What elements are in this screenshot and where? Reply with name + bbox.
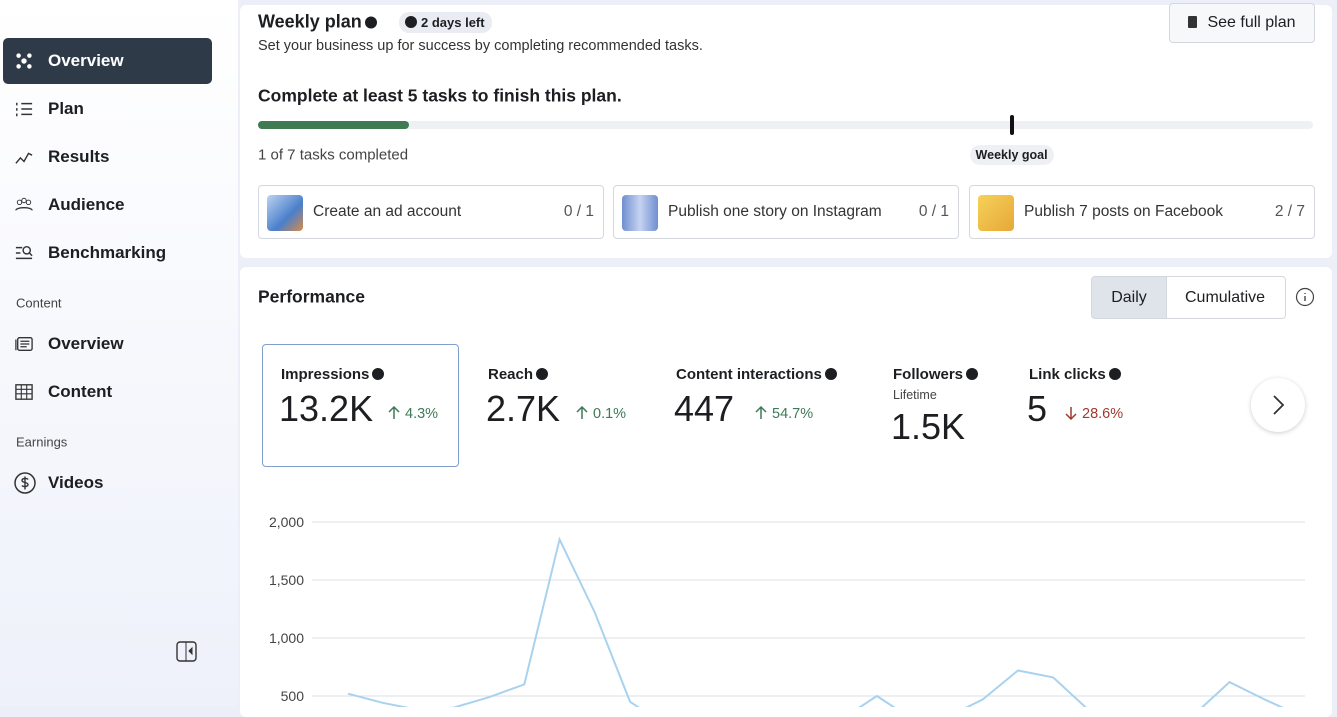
metric-change: 0.1% <box>576 405 627 422</box>
change-text: 54.7% <box>772 406 814 422</box>
goal-label: Weekly goal <box>969 145 1054 165</box>
section-title: Content <box>16 295 62 311</box>
badge: 2 days left <box>399 12 492 33</box>
trend-arrow <box>576 405 588 419</box>
progress-text: 1 of 7 tasks completed <box>258 146 409 164</box>
metric-sublabel: Lifetime <box>893 388 937 402</box>
icon <box>1188 16 1198 28</box>
metric-selected[interactable] <box>262 344 459 467</box>
info-icon[interactable] <box>536 368 549 380</box>
task-progress: 0 / 1 <box>918 203 949 220</box>
icon <box>16 53 32 69</box>
toggle-button[interactable]: Daily <box>1091 276 1167 319</box>
task-icon <box>622 195 658 231</box>
change-text: 0.1% <box>593 406 627 422</box>
task[interactable]: Publish one story on Instagram 0 / 1 <box>613 185 959 239</box>
nav-item[interactable]: Overview <box>48 334 124 353</box>
section-title: Performance <box>258 286 365 307</box>
metric-label: Impressions <box>281 366 385 384</box>
y-tick-label: 500 <box>281 688 305 704</box>
y-tick-label: 1,000 <box>269 630 304 646</box>
change-text: 4.3% <box>405 406 439 422</box>
metric-label-text: Reach <box>488 366 534 383</box>
task-label: Create an ad account <box>313 203 462 220</box>
icon <box>15 337 33 351</box>
info-icon[interactable] <box>372 368 385 380</box>
metric-value: 13.2K <box>279 388 374 429</box>
subtitle: Set your business up for success by comp… <box>258 38 703 54</box>
task[interactable]: Create an ad account 0 / 1 <box>258 185 604 239</box>
nav-item[interactable]: Videos <box>48 473 104 492</box>
title-text: Weekly plan <box>258 11 362 32</box>
metric-value: 5 <box>1027 388 1048 429</box>
y-tick-label: 1,500 <box>269 572 304 588</box>
task-progress: 0 / 1 <box>563 203 594 220</box>
clock-icon <box>405 16 417 28</box>
trend-arrow <box>755 405 767 419</box>
metric-value: 447 <box>674 388 735 429</box>
chevron <box>1273 395 1285 415</box>
goal-text: Complete at least 5 tasks to finish this… <box>258 85 622 106</box>
next-button[interactable] <box>1251 378 1305 432</box>
goal-marker <box>1009 115 1014 135</box>
task[interactable]: Publish 7 posts on Facebook 2 / 7 <box>969 185 1315 239</box>
icon <box>16 102 33 117</box>
sidebar: Overview Plan Results Audience Benchmark… <box>0 0 238 707</box>
metric-label-text: Content interactions <box>676 366 822 383</box>
info-icon[interactable] <box>1295 287 1315 307</box>
active-item[interactable] <box>3 38 212 84</box>
metric-value: 1.5K <box>891 406 966 447</box>
metric-label-text: Link clicks <box>1029 366 1106 383</box>
info-icon[interactable] <box>966 368 979 380</box>
nav-item[interactable]: Content <box>48 382 113 401</box>
section-title: Earnings <box>16 434 68 450</box>
info-icon[interactable] <box>1108 368 1121 380</box>
see-full-plan-button[interactable]: See full plan <box>1169 3 1315 43</box>
metric-change: 4.3% <box>388 405 439 422</box>
button-text: See full plan <box>1207 14 1296 31</box>
metric-label: Content interactions <box>676 366 837 384</box>
toggle-button[interactable]: Cumulative <box>1165 276 1286 319</box>
metric-label: Link clicks <box>1029 366 1121 384</box>
info-icon[interactable] <box>824 368 837 380</box>
y-tick-label: 2,000 <box>269 514 304 530</box>
task-label: Publish 7 posts on Facebook <box>1024 203 1224 220</box>
nav-item[interactable]: Benchmarking <box>48 243 167 262</box>
progress-fill <box>258 121 409 129</box>
progress-track <box>258 115 1313 135</box>
icon <box>14 472 36 494</box>
performance-card <box>240 267 1332 717</box>
task-label: Publish one story on Instagram <box>668 203 882 220</box>
nav-item[interactable]: Overview <box>48 51 124 70</box>
line <box>347 536 1284 707</box>
nav-item[interactable]: Results <box>48 147 110 166</box>
metric-value: 2.7K <box>486 388 561 429</box>
icon <box>15 384 33 400</box>
task-icon <box>978 195 1014 231</box>
icon <box>15 245 33 260</box>
change-text: 28.6% <box>1082 406 1124 422</box>
metric-change: 28.6% <box>1065 406 1123 422</box>
card-title: Weekly plan <box>258 12 377 33</box>
metric-label: Followers <box>893 366 979 384</box>
icon <box>15 152 33 164</box>
nav-item[interactable]: Audience <box>48 195 125 214</box>
metric-change: 54.7% <box>755 405 814 422</box>
info-icon[interactable] <box>364 16 377 29</box>
task-progress: 2 / 7 <box>1274 203 1305 220</box>
badge-text: 2 days left <box>421 15 485 30</box>
trend-arrow <box>1065 407 1077 421</box>
task-icon <box>267 195 303 231</box>
nav-item[interactable]: Plan <box>48 99 84 118</box>
metric-label-text: Impressions <box>281 366 370 383</box>
icon <box>15 197 33 211</box>
metric-label-text: Followers <box>893 366 964 383</box>
metric-label: Reach <box>488 366 549 384</box>
trend-arrow <box>388 405 400 419</box>
collapse-button[interactable] <box>176 641 197 662</box>
